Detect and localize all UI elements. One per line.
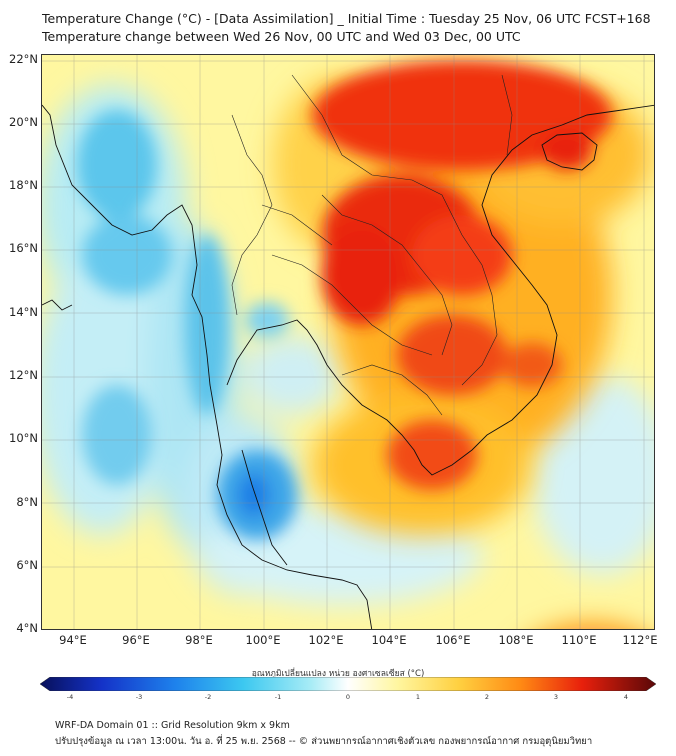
lat-label-22: 22°N xyxy=(9,52,38,66)
lat-label-8: 8°N xyxy=(16,495,38,509)
coastlines xyxy=(42,104,654,629)
colorbar-tick: -4 xyxy=(66,693,74,701)
country-borders xyxy=(231,74,513,416)
lon-label-110: 110°E xyxy=(561,633,597,647)
lon-label-98: 98°E xyxy=(185,633,213,647)
colorbar-tick: 1 xyxy=(415,693,421,701)
colorbar-tick: 2 xyxy=(484,693,490,701)
lon-label-106: 106°E xyxy=(435,633,471,647)
temperature-change-map xyxy=(41,54,655,630)
lat-label-4: 4°N xyxy=(16,621,38,635)
lon-label-94: 94°E xyxy=(59,633,87,647)
gridlines xyxy=(42,55,654,629)
colorbar xyxy=(40,677,656,691)
lat-label-16: 16°N xyxy=(9,241,38,255)
colorbar-label: อุณหภูมิเปลี่ยนแปลง หน่วย องศาเซลเซียส (… xyxy=(251,669,425,679)
lon-label-102: 102°E xyxy=(308,633,344,647)
colorbar-tick: -2 xyxy=(204,693,212,701)
colorbar-tick: -1 xyxy=(274,693,282,701)
strong-cold-field xyxy=(77,110,297,540)
lon-label-104: 104°E xyxy=(371,633,407,647)
model-info: WRF-DA Domain 01 :: Grid Resolution 9km … xyxy=(55,720,290,731)
colorbar-tick: 0 xyxy=(345,693,351,701)
lon-label-100: 100°E xyxy=(245,633,281,647)
lon-label-108: 108°E xyxy=(498,633,534,647)
lon-label-112: 112°E xyxy=(622,633,658,647)
lon-label-96: 96°E xyxy=(122,633,150,647)
chart-subtitle: Temperature change between Wed 26 Nov, 0… xyxy=(42,29,521,44)
lat-label-18: 18°N xyxy=(9,178,38,192)
lat-label-14: 14°N xyxy=(9,305,38,319)
lat-label-20: 20°N xyxy=(9,115,38,129)
lat-label-6: 6°N xyxy=(16,558,38,572)
colorbar-tick: 4 xyxy=(623,693,629,701)
lat-label-12: 12°N xyxy=(9,368,38,382)
credit-line: ปรับปรุงข้อมูล ณ เวลา 13:00น. วัน อ. ที่… xyxy=(55,736,593,747)
map-canvas xyxy=(42,55,654,629)
colorbar-tick: 3 xyxy=(553,693,559,701)
lat-label-10: 10°N xyxy=(9,431,38,445)
colorbar-tick: -3 xyxy=(135,693,143,701)
chart-title: Temperature Change (°C) - [Data Assimila… xyxy=(42,11,651,26)
